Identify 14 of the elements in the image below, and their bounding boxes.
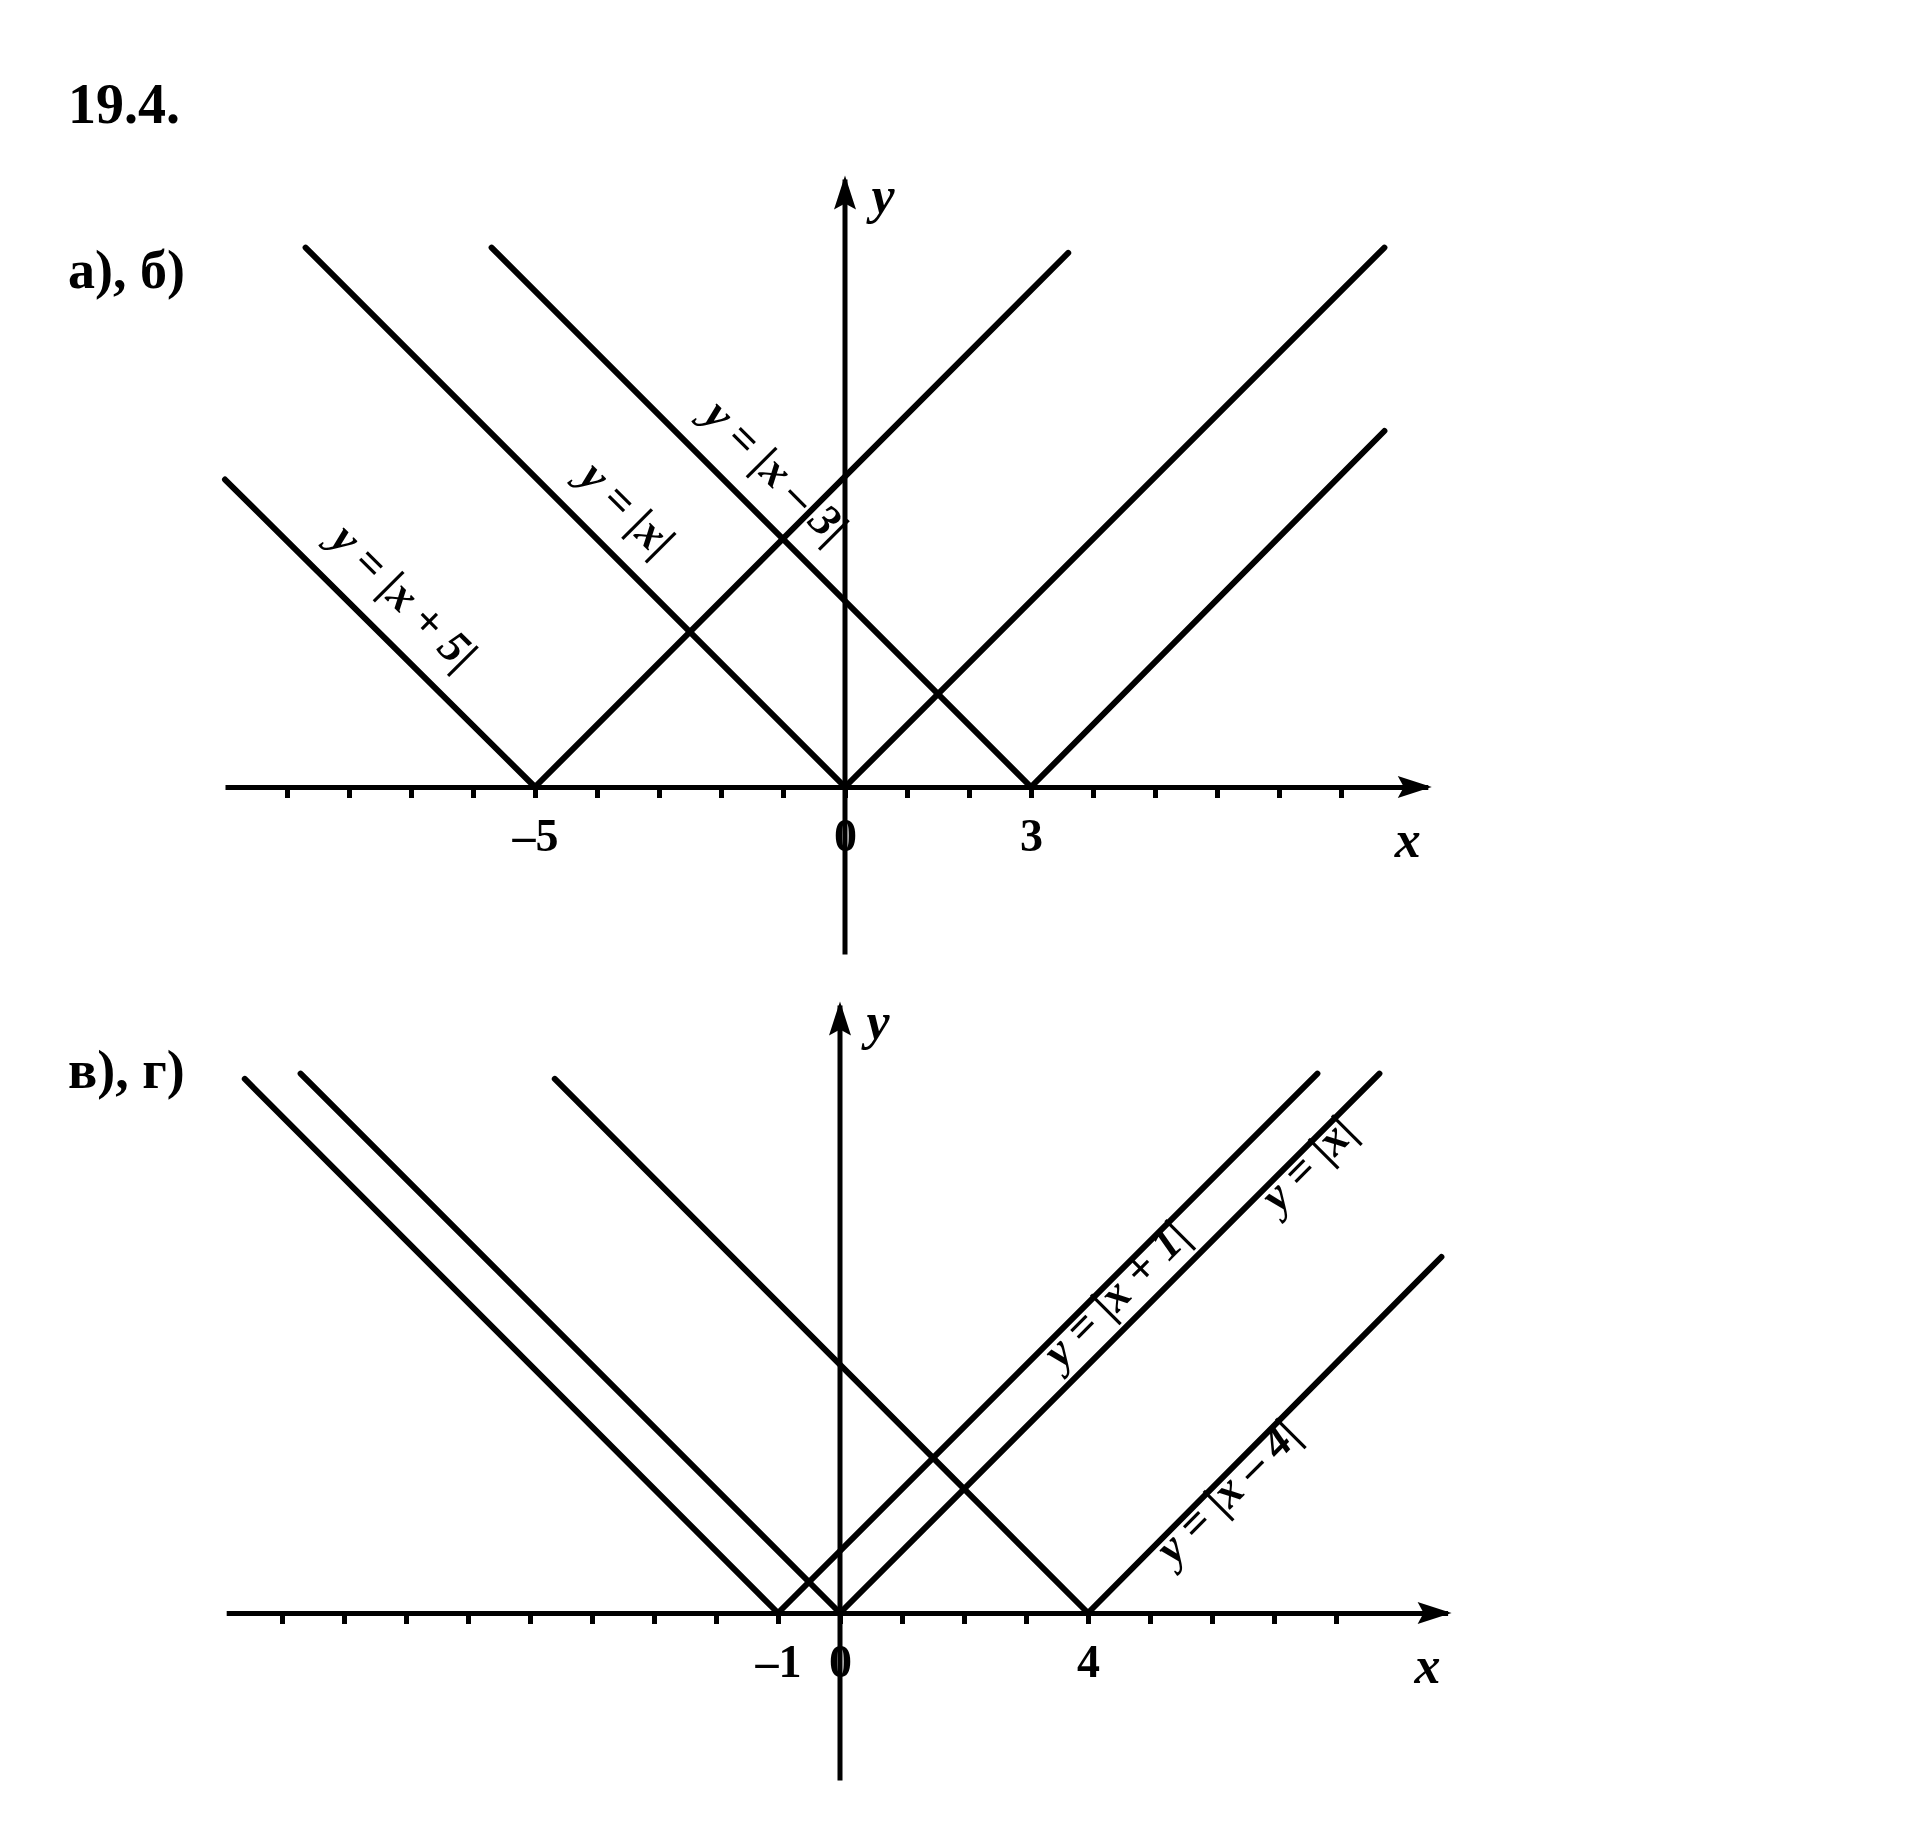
chart-title: 19.4. xyxy=(68,73,180,135)
chart-subtitle: а), б) xyxy=(68,240,185,300)
text: y = |x| xyxy=(566,446,686,567)
y-axis-title: y xyxy=(865,167,896,225)
y-axis-title: y xyxy=(860,993,891,1051)
x-tick-label: –1 xyxy=(754,1635,802,1687)
x-tick-label: –5 xyxy=(511,809,559,861)
x-axis-title: x xyxy=(1413,1637,1441,1694)
x-tick-label: 4 xyxy=(1077,1635,1100,1687)
x-tick-label: 3 xyxy=(1020,809,1043,861)
text: y = |x – 3| xyxy=(690,385,859,554)
text: y = |x + 5| xyxy=(317,509,489,680)
x-axis-title: x xyxy=(1393,811,1421,868)
chart-subtitle: в), г) xyxy=(68,1040,185,1100)
